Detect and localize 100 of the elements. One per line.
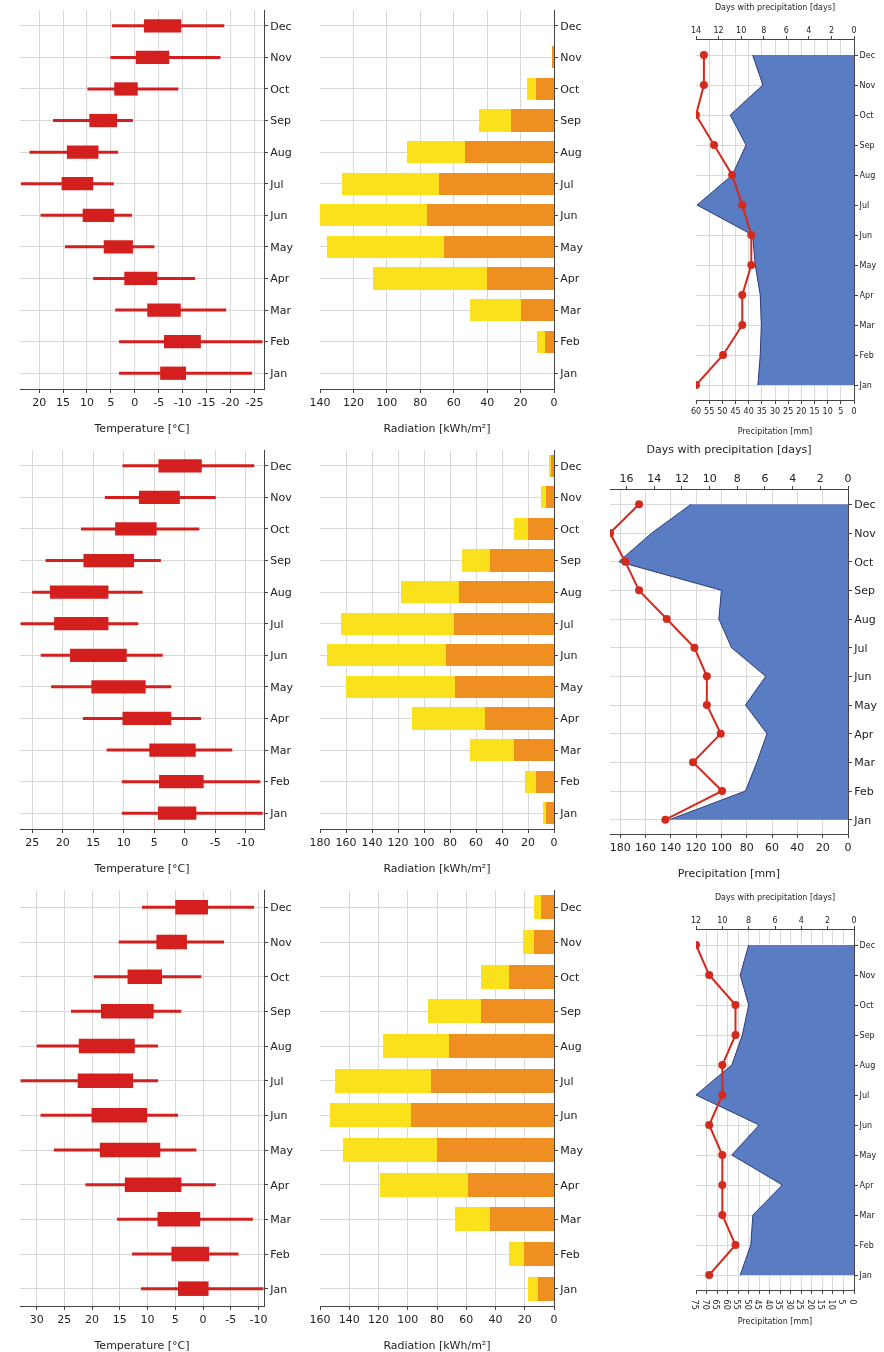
bar <box>533 929 554 955</box>
x-tick-label: -20 <box>221 396 240 410</box>
x2-axis-title: Days with precipitation [days] <box>714 3 836 12</box>
y-tick-label: Mar <box>560 303 582 317</box>
x-tick-label: 10 <box>826 1299 836 1310</box>
bar <box>509 1241 525 1267</box>
bar <box>443 235 554 258</box>
point <box>661 815 670 824</box>
y-tick-label: Feb <box>859 1240 874 1250</box>
y-tick-label: Jun <box>269 1109 288 1123</box>
y-tick-label: Oct <box>560 82 580 96</box>
y-tick-label: Jun <box>269 649 288 663</box>
bar <box>535 77 554 101</box>
bar <box>426 204 554 227</box>
bar <box>437 1137 554 1163</box>
y-tick-label: Aug <box>859 170 876 180</box>
bar <box>513 517 528 541</box>
y-tick-label: Jul <box>269 617 284 631</box>
y-tick-label: Jan <box>269 1282 288 1296</box>
x-axis-title: Precipitation [mm] <box>737 427 813 436</box>
point <box>738 321 747 329</box>
bar <box>465 141 554 164</box>
bar <box>480 964 509 989</box>
x-tick-label: 20 <box>517 1313 532 1327</box>
y-tick-label: Nov <box>854 526 877 540</box>
bar <box>533 895 541 920</box>
x-tick-label: 0 <box>550 836 558 850</box>
x-tick-label: 30 <box>29 1313 44 1327</box>
x-axis-title: Precipitation [mm] <box>737 1317 813 1326</box>
y-tick-label: May <box>560 680 584 694</box>
x-tick-label: 10 <box>140 1313 155 1327</box>
x-tick-label: 160 <box>634 841 656 855</box>
point <box>699 51 708 59</box>
point <box>731 1001 740 1009</box>
y-tick-label: Nov <box>560 935 583 949</box>
point <box>718 1091 727 1099</box>
bar <box>469 738 514 762</box>
y-tick-label: Jun <box>559 1109 578 1123</box>
x2-axis-title: Days with precipitation [days] <box>646 442 812 456</box>
bar <box>542 802 546 825</box>
x-tick-label: 5 <box>838 406 844 416</box>
y-tick-label: Mar <box>560 1213 582 1227</box>
x-tick-label: 30 <box>784 1299 794 1310</box>
bar <box>540 895 554 920</box>
y-tick-label: Oct <box>560 522 580 536</box>
y-tick-label: May <box>859 1150 877 1160</box>
x2-tick-label: 4 <box>806 25 812 35</box>
x-tick-label: 25 <box>783 406 794 416</box>
x-tick-label: 5 <box>150 836 158 850</box>
y-tick-label: Jun <box>559 209 578 223</box>
x-tick-label: 80 <box>430 1313 444 1327</box>
x2-tick-label: 0 <box>851 25 857 35</box>
y-tick-label: Dec <box>270 19 292 33</box>
y-tick-label: Mar <box>560 743 582 757</box>
x-tick-label: 55 <box>704 406 715 416</box>
y-tick-label: Dec <box>859 940 876 950</box>
x-tick-label: 80 <box>413 396 428 410</box>
bar <box>508 964 554 989</box>
y-tick-label: Jul <box>853 641 868 655</box>
x2-tick-label: 14 <box>647 471 662 485</box>
y-tick-label: May <box>854 698 878 712</box>
x-axis-title: Radiation [kWh/m²] <box>383 1339 491 1352</box>
y-tick-label: Jan <box>858 380 872 390</box>
y-tick-label: Jan <box>853 813 872 827</box>
point <box>718 1061 727 1069</box>
bar <box>340 612 454 635</box>
x2-tick-label: 14 <box>690 25 702 35</box>
point <box>621 557 630 566</box>
y-tick-label: Apr <box>859 1180 875 1190</box>
bar <box>448 1033 554 1059</box>
y-tick-label: Nov <box>859 970 876 980</box>
x-tick-label: 10 <box>822 406 833 416</box>
y-tick-label: Nov <box>270 935 293 949</box>
y-tick-label: Feb <box>270 1247 290 1261</box>
x-tick-label: 0 <box>550 1313 558 1327</box>
x-tick-label: -10 <box>173 396 192 410</box>
y-tick-label: Sep <box>859 1030 875 1040</box>
x2-tick-label: 12 <box>713 25 724 35</box>
x-tick-label: 70 <box>700 1299 710 1310</box>
x-tick-label: 15 <box>56 396 71 410</box>
x-tick-label: 15 <box>112 1313 127 1327</box>
bar <box>527 77 536 101</box>
y-tick-label: Feb <box>560 775 580 789</box>
x-tick-label: 100 <box>376 396 398 410</box>
y-tick-label: Mar <box>270 743 292 757</box>
y-tick-label: Nov <box>270 491 293 505</box>
x2-tick-label: 10 <box>702 471 717 485</box>
x-tick-label: 120 <box>685 841 707 855</box>
x2-tick-label: 8 <box>733 471 741 485</box>
bar <box>410 1103 554 1128</box>
bar <box>537 1276 554 1301</box>
x-tick-label: 5 <box>837 1299 847 1305</box>
x2-tick-label: 0 <box>844 471 852 485</box>
y-tick-label: Apr <box>560 1178 580 1192</box>
bar <box>485 707 554 730</box>
x-tick-label: 160 <box>335 836 357 850</box>
bar <box>478 109 511 132</box>
bar <box>330 1103 411 1128</box>
bar <box>343 1137 437 1163</box>
y-tick-label: Jul <box>858 200 870 210</box>
